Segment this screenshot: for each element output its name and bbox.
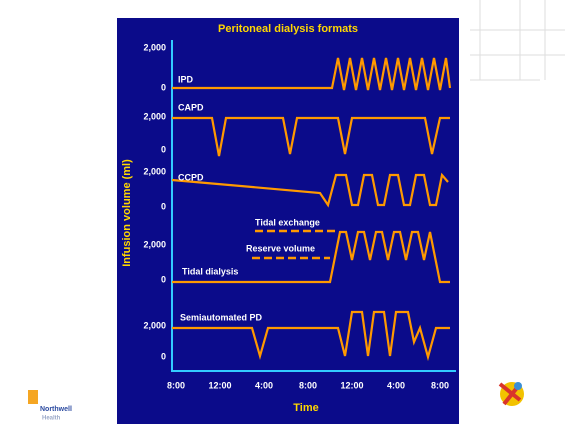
panel-label: CCPD <box>178 172 204 182</box>
cartoon <box>500 382 524 406</box>
y-tick-label: 0 <box>161 274 166 284</box>
logo-mark <box>28 390 38 404</box>
y-tick-label: 2,000 <box>143 111 166 121</box>
y-tick-label: 0 <box>161 144 166 154</box>
x-tick-label: 8:00 <box>167 380 185 390</box>
decor-grid <box>470 0 565 80</box>
logo-name: Northwell <box>40 406 72 413</box>
y-tick-label: 0 <box>161 201 166 211</box>
annotation: Reserve volume <box>246 243 315 253</box>
x-tick-label: 8:00 <box>431 380 449 390</box>
y-tick-label: 0 <box>161 82 166 92</box>
panel-label: Tidal dialysis <box>182 266 238 276</box>
y-tick-label: 0 <box>161 351 166 361</box>
x-tick-label: 4:00 <box>387 380 405 390</box>
x-tick-label: 12:00 <box>340 380 363 390</box>
y-tick-label: 2,000 <box>143 239 166 249</box>
y-axis-label: Infusion volume (ml) <box>121 159 133 267</box>
panel-label: CAPD <box>178 102 204 112</box>
logo-sub: Health <box>42 416 61 422</box>
chart-title: Peritoneal dialysis formats <box>218 23 358 35</box>
panel-label: Semiautomated PD <box>180 312 263 322</box>
x-axis-label: Time <box>293 402 318 414</box>
y-tick-label: 2,000 <box>143 320 166 330</box>
logo: Northwell Health <box>28 390 72 422</box>
annotation: Tidal exchange <box>255 217 320 227</box>
y-tick-label: 2,000 <box>143 42 166 52</box>
panel-label: IPD <box>178 74 194 84</box>
y-tick-label: 2,000 <box>143 166 166 176</box>
x-tick-label: 4:00 <box>255 380 273 390</box>
x-tick-label: 12:00 <box>208 380 231 390</box>
slide: Peritoneal dialysis formats Infusion vol… <box>0 0 565 424</box>
x-tick-label: 8:00 <box>299 380 317 390</box>
